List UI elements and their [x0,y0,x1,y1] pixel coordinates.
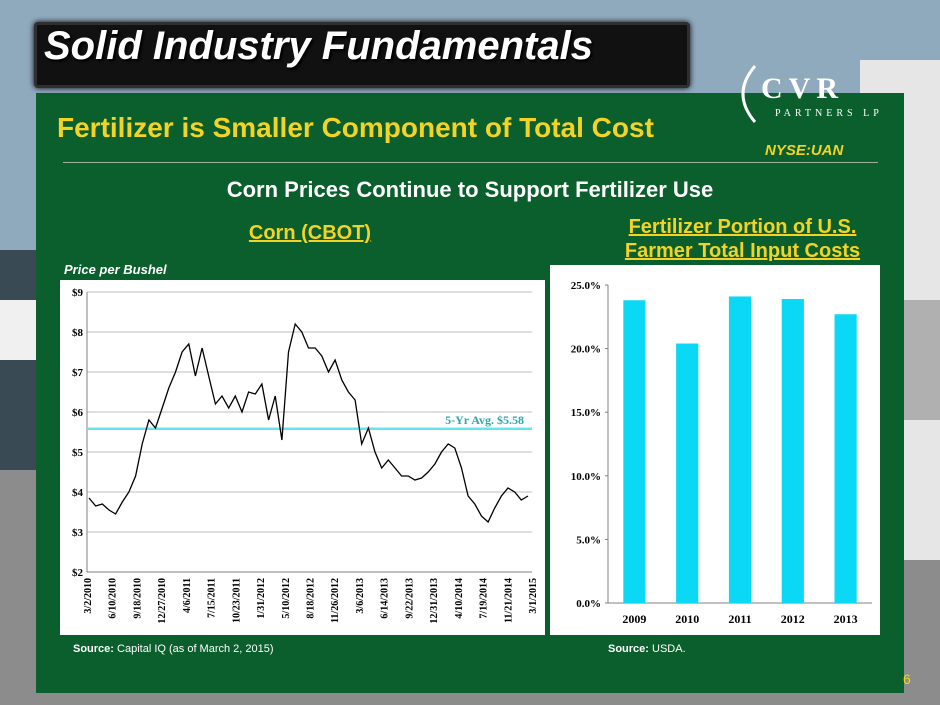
fertilizer-y-tick-label: 10.0% [571,471,601,483]
slide-title: Solid Industry Fundamentals [44,24,593,68]
source-right-label: Source: [608,643,649,655]
fertilizer-x-tick-label: 2010 [675,612,699,626]
fertilizer-bar [728,296,752,603]
corn-x-tick-label: 11/21/2014 [503,578,514,623]
headline: Corn Prices Continue to Support Fertiliz… [226,177,714,202]
source-left: Source: Capital IQ (as of March 2, 2015) [73,643,274,655]
corn-x-tick-label: 12/27/2010 [157,578,168,624]
fertilizer-x-tick-label: 2013 [834,612,858,626]
divider-line [63,162,878,163]
corn-x-tick-label: 3/1/2015 [528,578,539,614]
fertilizer-bar-chart: 0.0% 5.0% 10.0% 15.0% 20.0% 25.0% 2009 2010 2011… [571,280,872,626]
fertilizer-chart-box: 0.0% 5.0% 10.0% 15.0% 20.0% 25.0% 2009 2010 2011… [550,265,880,635]
corn-y-tick-label: $7 [72,367,84,379]
corn-x-tick-label: 4/10/2014 [454,578,465,619]
corn-x-tick-label: 6/14/2013 [380,578,391,619]
corn-x-tick-label: 3/6/2013 [355,578,366,614]
corn-x-tick-label: 8/18/2012 [306,578,317,619]
corn-x-tick-label: 7/19/2014 [479,578,490,619]
corn-price-line [88,322,529,524]
fertilizer-y-tick-label: 15.0% [571,407,601,419]
corn-y-tick-label: $8 [72,327,84,339]
fertilizer-y-tick-label: 0.0% [576,598,601,610]
corn-x-tick-label: 1/31/2012 [256,578,267,619]
corn-y-tick-label: $9 [72,287,84,299]
fertilizer-bar [623,300,646,603]
title-box [34,22,690,88]
fertilizer-chart-title: Fertilizer Portion of U.S. Farmer Total … [615,215,870,263]
corn-average-label: 5-Yr Avg. $5.58 [445,413,524,427]
corn-x-tick-label: 9/22/2013 [404,578,415,619]
logo-sub: PARTNERS LP [775,108,883,119]
corn-y-tick-label: $6 [72,407,84,419]
corn-y-tick-label: $5 [72,447,84,459]
source-right-text: USDA. [648,643,686,655]
fertilizer-bar [676,343,699,603]
ticker-symbol: NYSE:UAN [765,142,844,159]
fertilizer-x-tick-label: 2009 [622,612,646,626]
corn-y-tick-label: $4 [72,487,84,499]
source-right: Source: USDA. [608,643,686,655]
slide-subtitle: Fertilizer is Smaller Component of Total… [57,112,654,143]
corn-y-axis-label: Price per Bushel [64,262,167,277]
fertilizer-chart-title-line2: Farmer Total Input Costs [624,240,861,262]
corn-x-tick-label: 6/10/2010 [108,578,119,619]
corn-y-tick-label: $3 [72,527,84,539]
corn-price-chart: $2 $3 $4 $5 $6 $7 $8 $9 3/2/2010 6/10/2010 9/18/20… [72,287,539,624]
corn-chart-box: $2 $3 $4 $5 $6 $7 $8 $9 3/2/2010 6/10/2010 9/18/20… [60,280,545,635]
corn-x-tick-label: 10/23/2011 [231,578,242,623]
corn-y-tick-label: $2 [72,567,84,579]
fertilizer-bar [834,314,857,603]
corn-x-tick-label: 11/26/2012 [330,578,341,623]
fertilizer-x-tick-label: 2012 [781,612,805,626]
corn-x-tick-label: 4/6/2011 [182,578,193,613]
page-number: 6 [903,671,911,687]
corn-chart-title: Corn (CBOT) [248,222,372,244]
fertilizer-y-tick-label: 20.0% [571,344,601,356]
fertilizer-bar [781,298,804,603]
corn-x-tick-label: 3/2/2010 [83,578,94,614]
corn-x-tick-label: 12/31/2013 [429,578,440,624]
fertilizer-y-tick-label: 5.0% [576,534,601,546]
logo-main: CVR [761,72,844,105]
fertilizer-x-tick-label: 2011 [728,612,751,626]
source-left-text: Capital IQ (as of March 2, 2015) [113,643,274,655]
corn-x-tick-label: 5/10/2012 [281,578,292,619]
corn-x-tick-label: 7/15/2011 [207,578,218,618]
fertilizer-y-tick-label: 25.0% [571,280,601,292]
corn-x-tick-label: 9/18/2010 [132,578,143,619]
fertilizer-chart-title-line1: Fertilizer Portion of U.S. [628,216,857,238]
cvr-logo: CVR PARTNERS LP [741,65,883,123]
source-left-label: Source: [73,643,114,655]
